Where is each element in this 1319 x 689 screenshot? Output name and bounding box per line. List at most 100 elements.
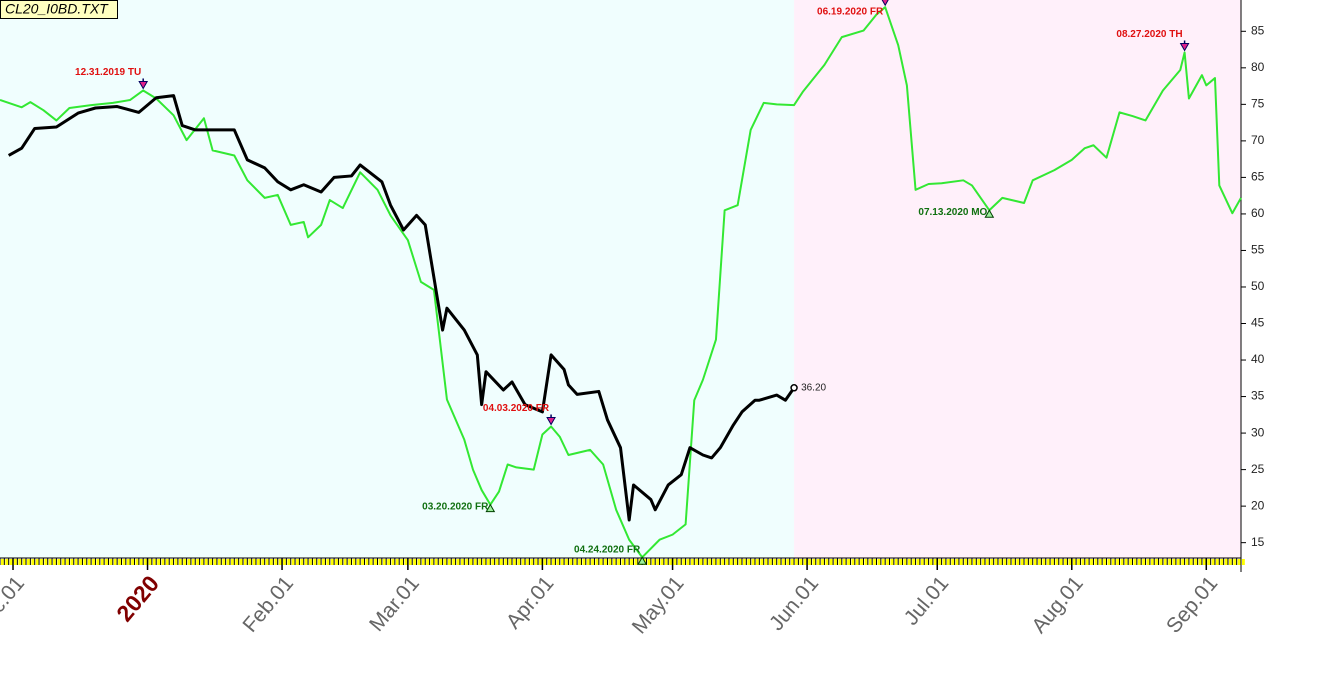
day-cell [74, 559, 78, 565]
day-cell [61, 559, 65, 565]
day-cell [9, 559, 13, 565]
day-cell [938, 559, 942, 565]
day-cell [565, 559, 568, 565]
day-cell [270, 559, 273, 565]
day-cell [1077, 559, 1080, 565]
day-cell [829, 559, 833, 565]
day-cell [573, 559, 577, 565]
day-cell [547, 559, 551, 565]
day-cell [191, 559, 195, 565]
day-cell [100, 559, 104, 565]
day-cell [933, 559, 937, 565]
day-cell [178, 559, 182, 565]
day-cell [539, 559, 542, 565]
day-cell [677, 559, 681, 565]
day-cell [261, 559, 265, 565]
day-cell [985, 559, 989, 565]
day-cell [690, 559, 694, 565]
day-cell [1215, 559, 1219, 565]
day-cell [569, 559, 573, 565]
day-cell [1064, 559, 1067, 565]
day-cell [1003, 559, 1007, 565]
day-cell [148, 559, 152, 565]
day-cell [213, 559, 217, 565]
day-cell [226, 559, 230, 565]
y-tick-label: 80 [1251, 60, 1265, 74]
day-cell [391, 559, 395, 565]
day-cell [1133, 559, 1137, 565]
day-cell [131, 559, 135, 565]
day-cell [439, 559, 443, 565]
day-cell [408, 559, 412, 565]
x-tick-label: Dec.01 [0, 572, 29, 638]
day-cell [903, 559, 907, 565]
day-cell [5, 559, 9, 565]
day-cell [1168, 559, 1172, 565]
day-cell [1012, 559, 1015, 565]
day-cell [491, 559, 495, 565]
day-cell [990, 559, 994, 565]
day-cell [999, 559, 1002, 565]
day-cell [296, 559, 299, 565]
day-cell [1155, 559, 1159, 565]
day-cell [786, 559, 790, 565]
day-cell [500, 559, 503, 565]
day-cell [1007, 559, 1011, 565]
day-cell [456, 559, 460, 565]
day-cell [283, 559, 286, 565]
day-cell [599, 559, 603, 565]
day-cell [22, 559, 26, 565]
day-cell [322, 559, 325, 565]
day-cell [968, 559, 972, 565]
day-cell [894, 559, 898, 565]
y-tick-label: 30 [1251, 425, 1265, 439]
day-cell [183, 559, 187, 565]
day-cell [122, 559, 126, 565]
day-cell [556, 559, 560, 565]
day-cell [604, 559, 607, 565]
day-cell [1103, 559, 1106, 565]
last-marker [790, 384, 798, 392]
y-tick-label: 15 [1251, 535, 1265, 549]
day-cell [907, 559, 911, 565]
day-cell [1150, 559, 1154, 565]
day-cell [651, 559, 655, 565]
low-label: 04.24.2020 FR [574, 545, 641, 556]
day-cell [1202, 559, 1206, 565]
day-cell [278, 559, 282, 565]
day-cell [860, 559, 863, 565]
day-cell [729, 559, 733, 565]
day-cell [1163, 559, 1167, 565]
y-tick-label: 60 [1251, 206, 1265, 220]
low-marker [984, 209, 995, 218]
day-cell [1059, 559, 1063, 565]
day-cell [1016, 559, 1020, 565]
day-cell [161, 559, 165, 565]
last-value-label: 36.20 [801, 382, 826, 393]
day-cell [217, 559, 221, 565]
x-tick-label: 2020 [111, 570, 164, 626]
low-label: 07.13.2020 MO [918, 207, 987, 218]
day-cell [513, 559, 516, 565]
x-tick-label: Jun.01 [765, 572, 823, 635]
high-label: 08.27.2020 TH [1116, 29, 1182, 40]
day-cell [703, 559, 707, 565]
day-cell [1, 559, 4, 565]
day-cell [335, 559, 338, 565]
day-cell [552, 559, 555, 565]
day-cell [257, 559, 260, 565]
day-cell [109, 559, 113, 565]
day-cell [1129, 559, 1133, 565]
day-cell [400, 559, 404, 565]
series-line [0, 6, 1242, 559]
day-cell [196, 559, 200, 565]
day-cell [816, 559, 820, 565]
day-cell [378, 559, 382, 565]
day-cell [977, 559, 981, 565]
day-cell [230, 559, 234, 565]
day-cell [447, 559, 451, 565]
day-cell [1181, 559, 1185, 565]
low-marker [637, 556, 648, 565]
day-cell [1176, 559, 1180, 565]
day-cell [126, 559, 130, 565]
